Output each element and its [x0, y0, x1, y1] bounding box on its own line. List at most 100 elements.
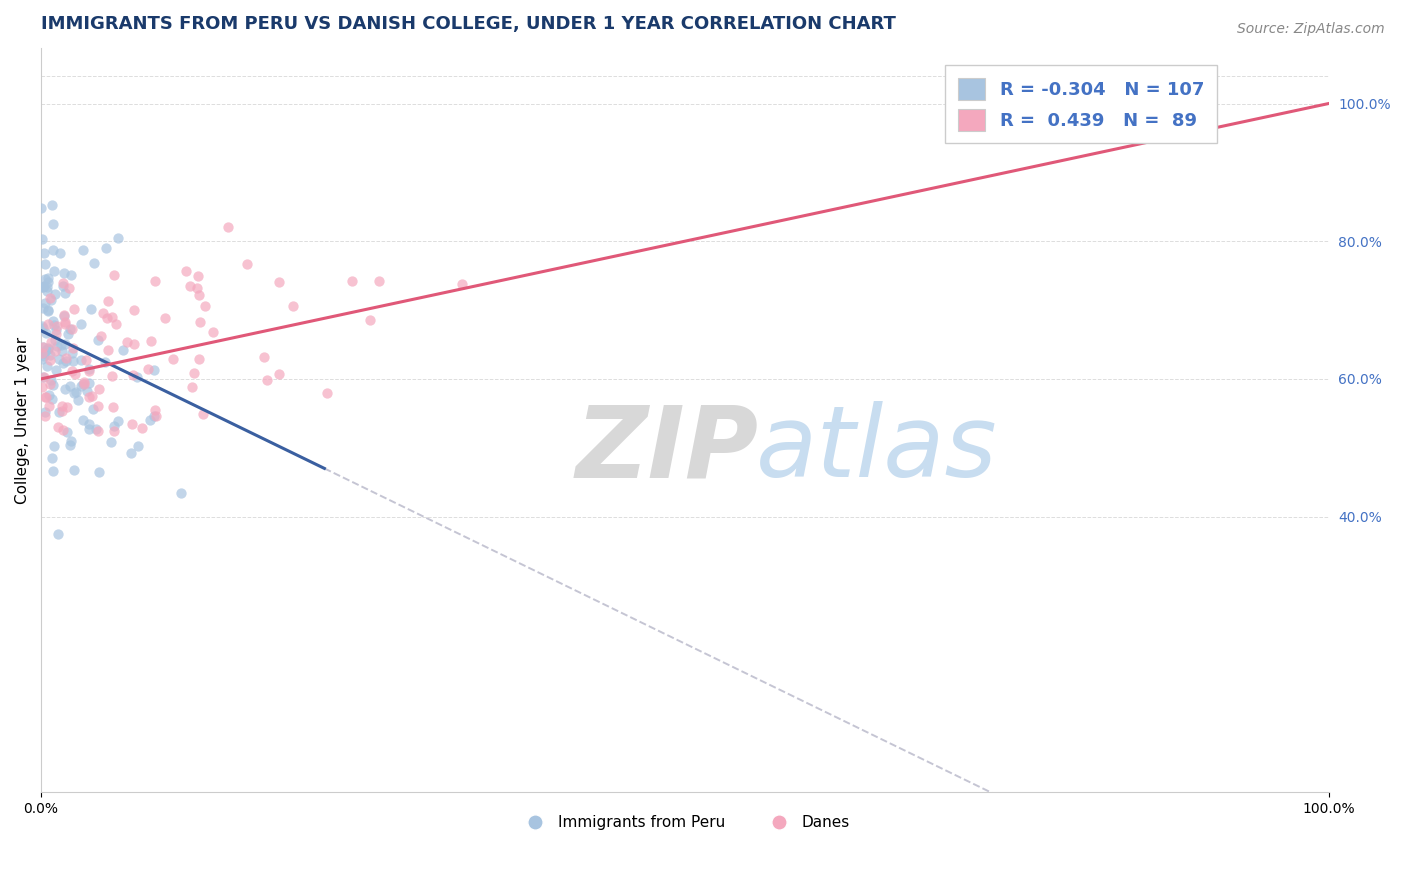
Point [77, 422, 100, 436]
Point [60, 322, 83, 336]
Point [97, 294, 120, 309]
Point [77, 376, 100, 390]
Point [138, 412, 160, 426]
Point [63, 367, 86, 381]
Point [253, 351, 276, 365]
Point [42, 264, 65, 278]
Point [181, 379, 204, 393]
Point [35, 343, 58, 358]
Point [51, 276, 73, 290]
Point [67, 392, 90, 407]
Point [201, 325, 224, 339]
Text: atlas: atlas [755, 401, 997, 499]
Point [142, 362, 165, 376]
Point [44, 286, 66, 301]
Point [121, 417, 143, 432]
Point [35, 359, 58, 373]
Point [73, 376, 96, 390]
Point [59, 268, 82, 282]
Point [42, 377, 65, 392]
Point [53, 317, 76, 331]
Point [283, 299, 305, 313]
Point [44, 344, 66, 359]
Point [41, 198, 63, 212]
Point [34, 390, 56, 404]
Point [125, 370, 148, 384]
Point [101, 310, 124, 324]
Point [32, 349, 55, 363]
Point [37, 303, 59, 318]
Point [52, 279, 75, 293]
Point [315, 385, 337, 400]
Point [187, 268, 209, 283]
Point [84, 422, 107, 436]
Point [120, 445, 142, 459]
Point [256, 373, 278, 387]
Point [48, 405, 70, 419]
Point [142, 409, 165, 423]
Point [176, 264, 198, 278]
Point [37, 342, 59, 356]
Point [37, 275, 59, 289]
Point [87, 399, 110, 413]
Point [51, 404, 73, 418]
Point [53, 337, 76, 351]
Point [72, 376, 94, 391]
Point [188, 288, 211, 302]
Point [37, 284, 59, 298]
Point [179, 279, 201, 293]
Point [153, 310, 176, 325]
Point [35, 326, 58, 341]
Point [94, 241, 117, 255]
Point [39, 293, 62, 308]
Point [30, 201, 52, 215]
Point [76, 384, 98, 398]
Point [56, 400, 79, 414]
Point [72, 412, 94, 426]
Y-axis label: College, Under 1 year: College, Under 1 year [15, 336, 30, 504]
Point [62, 301, 84, 316]
Point [103, 268, 125, 283]
Point [107, 231, 129, 245]
Point [145, 409, 167, 423]
Point [96, 311, 118, 326]
Point [69, 353, 91, 368]
Point [87, 465, 110, 479]
Point [103, 424, 125, 438]
Text: ZIP: ZIP [575, 401, 758, 499]
Point [77, 391, 100, 405]
Point [55, 425, 77, 439]
Point [186, 281, 208, 295]
Point [131, 421, 153, 435]
Point [76, 353, 98, 368]
Point [31, 280, 53, 294]
Point [46, 527, 69, 541]
Point [41, 451, 63, 466]
Point [143, 274, 166, 288]
Point [60, 346, 83, 360]
Point [236, 257, 259, 271]
Point [51, 344, 73, 359]
Point [34, 296, 56, 310]
Point [41, 392, 63, 406]
Point [37, 303, 59, 318]
Point [44, 333, 66, 347]
Point [73, 377, 96, 392]
Point [162, 351, 184, 366]
Point [77, 361, 100, 376]
Point [217, 220, 239, 235]
Point [183, 366, 205, 380]
Point [72, 243, 94, 257]
Point [53, 382, 76, 396]
Point [52, 423, 75, 437]
Point [77, 417, 100, 431]
Point [37, 271, 59, 285]
Point [31, 370, 53, 384]
Point [97, 343, 120, 358]
Point [45, 326, 67, 341]
Point [31, 352, 53, 367]
Point [194, 299, 217, 313]
Point [122, 368, 145, 382]
Point [48, 351, 70, 366]
Point [60, 363, 83, 377]
